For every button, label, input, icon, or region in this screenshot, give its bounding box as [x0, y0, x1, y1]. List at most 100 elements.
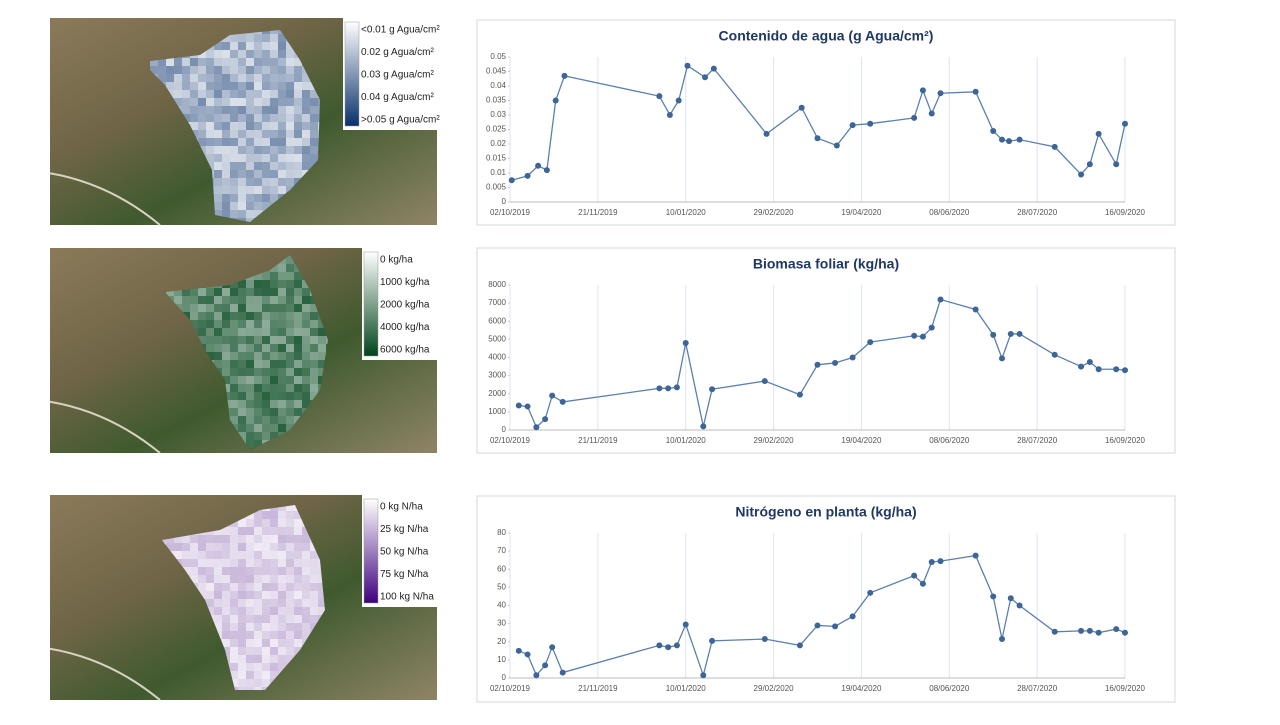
raster-cell: [238, 575, 246, 583]
raster-cell: [278, 352, 286, 360]
raster-cell: [166, 82, 174, 90]
raster-cell: [238, 591, 246, 599]
raster-cell: [254, 408, 262, 416]
raster-cell: [238, 194, 246, 202]
raster-cell: [286, 272, 294, 280]
raster-cell: [286, 58, 294, 66]
raster-cell: [230, 551, 238, 559]
data-point: [867, 589, 874, 596]
raster-cell: [198, 90, 206, 98]
raster-cell: [246, 360, 254, 368]
raster-cell: [278, 575, 286, 583]
raster-cell: [222, 328, 230, 336]
raster-cell: [214, 575, 222, 583]
raster-cell: [302, 82, 310, 90]
y-tick-label: 0.02: [490, 139, 506, 148]
raster-cell: [254, 344, 262, 352]
raster-cell: [270, 575, 278, 583]
raster-cell: [294, 583, 302, 591]
raster-cell: [198, 575, 206, 583]
data-point: [543, 167, 550, 174]
raster-cell: [214, 202, 222, 210]
raster-cell: [278, 647, 286, 655]
raster-cell: [246, 631, 254, 639]
raster-cell: [302, 146, 310, 154]
raster-cell: [214, 344, 222, 352]
raster-cell: [246, 218, 254, 222]
data-point: [1122, 367, 1128, 374]
raster-cell: [278, 114, 286, 122]
raster-cell: [166, 288, 174, 296]
raster-cell: [238, 671, 246, 679]
raster-cell: [198, 66, 206, 74]
raster-cell: [278, 66, 286, 74]
raster-cell: [326, 336, 328, 344]
raster-cell: [262, 186, 270, 194]
raster-cell: [246, 599, 254, 607]
raster-cell: [166, 543, 174, 551]
raster-cell: [150, 66, 158, 74]
raster-cell: [214, 58, 222, 66]
data-point: [524, 403, 531, 410]
raster-cell: [174, 288, 182, 296]
legend-label: 25 kg N/ha: [380, 524, 429, 535]
raster-cell: [254, 154, 262, 162]
raster-cell: [254, 106, 262, 114]
raster-cell: [246, 162, 254, 170]
raster-cell: [238, 376, 246, 384]
raster-cell: [230, 392, 238, 400]
raster-cell: [254, 194, 262, 202]
raster-cell: [318, 583, 325, 591]
raster-cell: [294, 90, 302, 98]
x-tick-label: 29/02/2020: [754, 436, 795, 445]
raster-cell: [254, 615, 262, 623]
raster-cell: [222, 34, 230, 42]
raster-cell: [262, 527, 270, 535]
raster-cell: [214, 288, 222, 296]
raster-cell: [270, 368, 278, 376]
raster-cell: [302, 98, 310, 106]
raster-cell: [230, 82, 238, 90]
raster-cell: [278, 336, 286, 344]
raster-cell: [182, 66, 190, 74]
raster-cell: [270, 671, 278, 679]
data-point: [682, 621, 689, 628]
raster-cell: [310, 90, 318, 98]
raster-cell: [230, 170, 238, 178]
raster-cell: [262, 304, 270, 312]
raster-cell: [262, 519, 270, 527]
raster-cell: [262, 344, 270, 352]
raster-cell: [246, 575, 254, 583]
data-point: [561, 72, 568, 79]
raster-cell: [310, 567, 318, 575]
raster-cell: [214, 615, 222, 623]
raster-cell: [278, 280, 286, 288]
y-tick-label: 0: [502, 425, 507, 434]
raster-cell: [318, 575, 325, 583]
raster-cell: [278, 42, 286, 50]
raster-cell: [262, 90, 270, 98]
raster-cell: [310, 360, 318, 368]
raster-cell: [206, 288, 214, 296]
raster-cell: [262, 687, 270, 690]
raster-cell: [206, 575, 214, 583]
raster-cell: [262, 623, 270, 631]
raster-cell: [206, 74, 214, 82]
raster-cell: [206, 146, 214, 154]
chart-title: Nitrógeno en planta (kg/ha): [735, 504, 916, 520]
data-point: [814, 361, 821, 368]
raster-cell: [182, 106, 190, 114]
raster-cell: [270, 288, 278, 296]
raster-cell: [254, 304, 262, 312]
raster-cell: [238, 655, 246, 663]
data-point: [796, 391, 803, 398]
data-point: [1007, 330, 1014, 337]
raster-cell: [310, 623, 318, 631]
raster-cell: [190, 74, 198, 82]
raster-cell: [294, 328, 302, 336]
data-point: [515, 402, 522, 409]
raster-cell: [238, 42, 246, 50]
raster-cell: [190, 543, 198, 551]
raster-cell: [286, 384, 294, 392]
raster-cell: [230, 599, 238, 607]
